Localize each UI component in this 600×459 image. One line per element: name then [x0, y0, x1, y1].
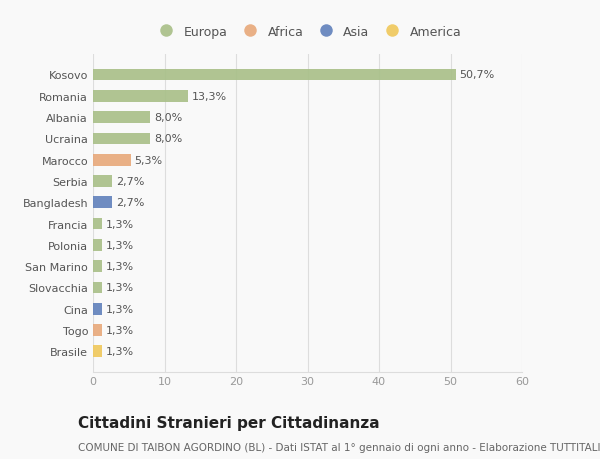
Legend: Europa, Africa, Asia, America: Europa, Africa, Asia, America [151, 23, 464, 41]
Text: 1,3%: 1,3% [106, 262, 134, 272]
Text: 8,0%: 8,0% [154, 113, 182, 123]
Text: 1,3%: 1,3% [106, 241, 134, 250]
Text: 1,3%: 1,3% [106, 219, 134, 229]
Bar [93, 346, 102, 358]
Bar [93, 240, 102, 251]
Bar [93, 112, 150, 123]
Text: 5,3%: 5,3% [134, 155, 163, 165]
Bar [93, 325, 102, 336]
Bar [93, 303, 102, 315]
Text: 13,3%: 13,3% [191, 92, 227, 101]
Text: 2,7%: 2,7% [116, 177, 144, 186]
Text: 1,3%: 1,3% [106, 347, 134, 357]
Text: 1,3%: 1,3% [106, 283, 134, 293]
Bar [93, 133, 150, 145]
Text: COMUNE DI TAIBON AGORDINO (BL) - Dati ISTAT al 1° gennaio di ogni anno - Elabora: COMUNE DI TAIBON AGORDINO (BL) - Dati IS… [78, 442, 600, 452]
Bar [93, 155, 131, 166]
Bar [93, 261, 102, 272]
Text: 8,0%: 8,0% [154, 134, 182, 144]
Bar [93, 91, 188, 102]
Bar [93, 176, 112, 187]
Bar [93, 282, 102, 294]
Bar [93, 218, 102, 230]
Text: Cittadini Stranieri per Cittadinanza: Cittadini Stranieri per Cittadinanza [78, 415, 380, 431]
Bar [93, 69, 455, 81]
Text: 1,3%: 1,3% [106, 304, 134, 314]
Text: 2,7%: 2,7% [116, 198, 144, 208]
Bar [93, 197, 112, 209]
Text: 50,7%: 50,7% [459, 70, 494, 80]
Text: 1,3%: 1,3% [106, 325, 134, 335]
